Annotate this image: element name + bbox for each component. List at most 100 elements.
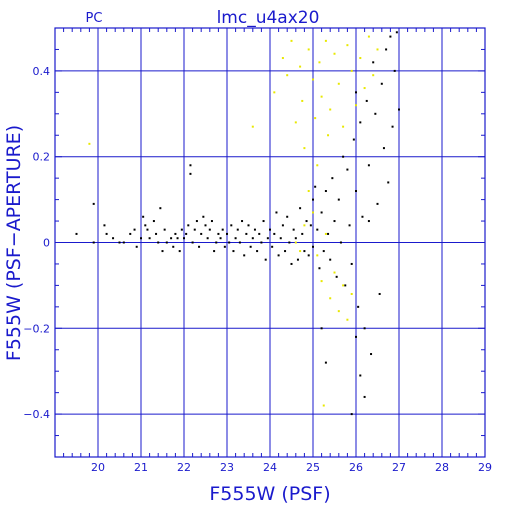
data-point [346,168,349,171]
data-point [395,31,398,34]
data-point [363,395,366,398]
data-point [296,258,299,261]
data-point [382,147,385,150]
data-point [204,224,207,227]
data-point [324,232,327,235]
data-point [213,250,216,253]
data-point [187,224,190,227]
data-point [380,82,383,85]
data-point [299,207,302,210]
data-point [337,82,340,85]
data-point [210,220,213,223]
x-tick-label: 27 [392,461,406,474]
data-point [333,271,336,274]
corner-label: PC [86,11,103,26]
data-point [312,78,314,81]
x-axis-title: F555W (PSF) [209,483,330,505]
data-point [208,228,211,231]
data-point [172,245,175,248]
data-point [217,232,220,235]
plot-frame [54,27,486,458]
data-point [307,48,310,51]
data-point [260,241,263,244]
data-point [376,48,379,51]
data-point [198,245,201,248]
data-point [322,250,325,253]
data-point [292,228,295,231]
y-tick-label: −0.2 [23,322,50,335]
x-tick-label: 21 [134,461,148,474]
data-point [329,297,332,300]
data-point [372,61,375,64]
data-point [357,305,360,308]
data-point [284,250,287,253]
data-point [303,224,306,227]
data-point [316,254,319,257]
data-point [176,237,179,240]
data-point [314,117,317,120]
x-tick-label: 20 [91,461,105,474]
data-point [333,52,336,55]
data-point [320,95,323,98]
data-point [281,224,284,227]
y-tick-label: 0.2 [33,151,51,164]
data-point [290,39,293,42]
data-point [303,250,306,253]
data-point [277,254,280,257]
data-point [305,220,308,223]
data-point [271,245,274,248]
data-point [372,74,375,77]
x-tick-label: 26 [349,461,363,474]
data-point [238,241,241,244]
y-tick-label: 0 [43,237,50,250]
data-point [236,228,239,231]
data-point [365,99,368,102]
data-point [152,220,155,223]
data-point [288,241,291,244]
data-point [299,250,302,253]
data-point [303,147,306,150]
data-point [327,134,330,137]
data-point [241,220,244,223]
data-point [249,245,252,248]
data-point [266,237,269,240]
x-tick-label: 25 [306,461,320,474]
data-point [219,237,222,240]
data-point [180,228,183,231]
data-point [275,211,278,214]
data-point [324,361,327,364]
data-point [286,74,289,77]
data-point [92,241,95,244]
data-point [324,190,327,193]
axis-ticks [54,27,486,458]
data-point [327,232,330,235]
data-point [245,232,248,235]
data-point [367,220,370,223]
data-point [88,142,91,145]
data-point [251,125,254,128]
data-point [350,69,353,72]
data-point [370,353,373,356]
data-point [316,164,319,167]
data-point [387,181,390,184]
x-tick-label: 24 [263,461,277,474]
data-point [133,228,136,231]
data-point [253,228,256,231]
data-point [195,220,198,223]
data-point [324,39,327,42]
x-tick-label: 22 [177,461,191,474]
data-point [122,241,125,244]
data-point [363,327,366,330]
data-point [301,232,304,235]
data-point [105,232,108,235]
data-point [191,241,194,244]
data-point [312,245,314,248]
data-point [389,35,392,38]
data-point [92,202,95,205]
data-point [335,275,338,278]
data-point [320,327,323,330]
tick-labels: 20 21 22 23 24 25 26 27 28 29 −0.4 −0.2 0 0.2 0.4 [23,65,492,474]
data-point [342,155,345,158]
data-point [374,112,377,115]
data-point [350,262,353,265]
